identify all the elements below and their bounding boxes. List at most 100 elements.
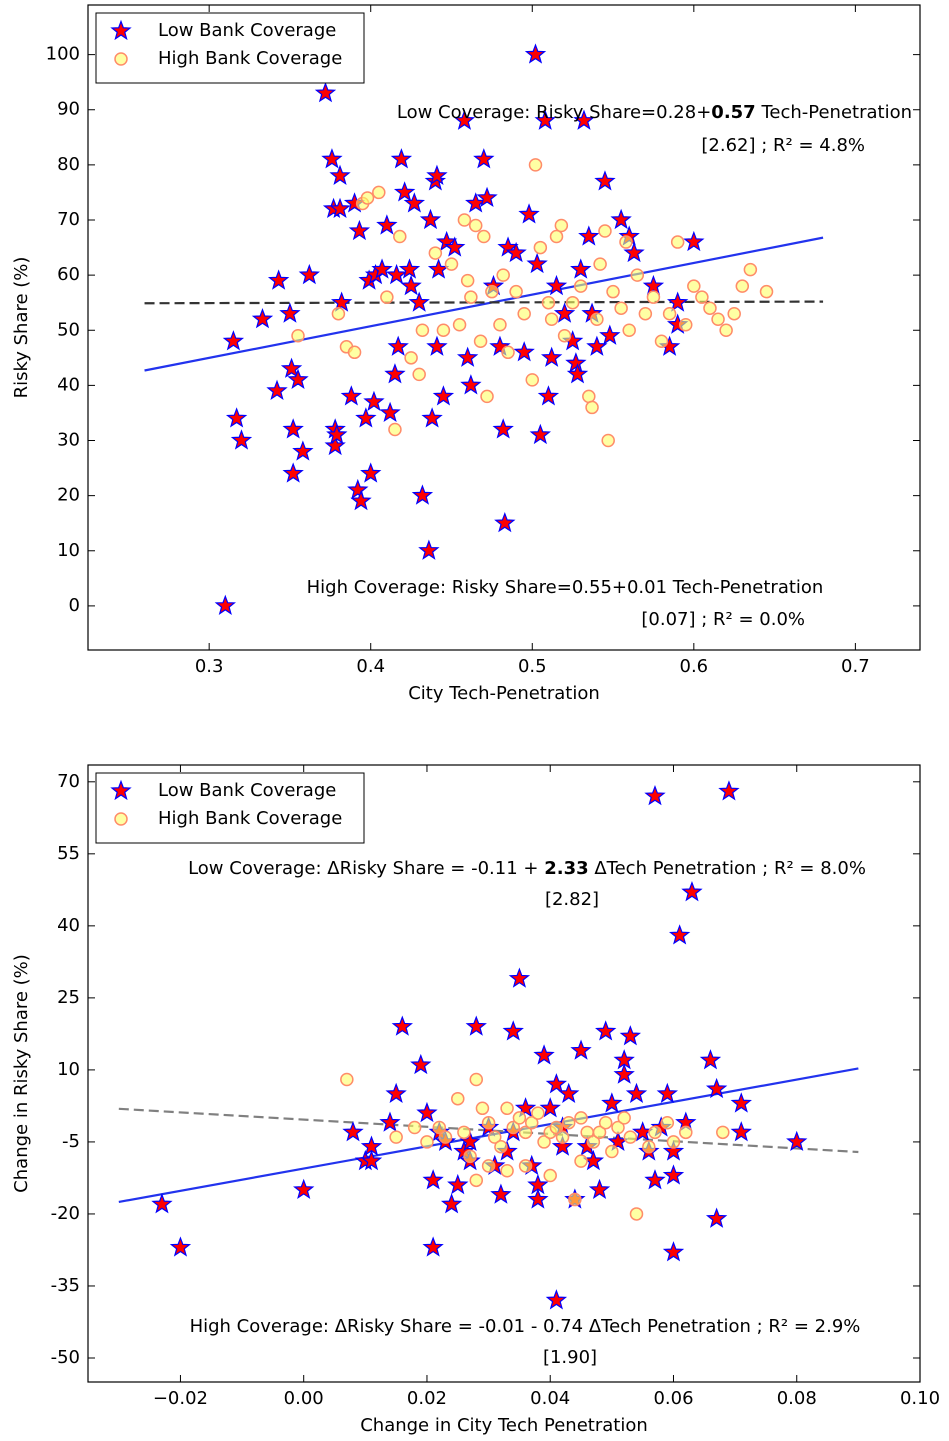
- y-axis-label: Change in Risky Share (%): [11, 954, 32, 1193]
- star-point: [298, 263, 320, 285]
- x-axis-label: Change in City Tech Penetration: [360, 1415, 648, 1436]
- star-point: [730, 1121, 752, 1142]
- x-tick-label: 0.4: [356, 656, 385, 677]
- legend-box: [95, 772, 365, 844]
- star-point: [385, 1082, 407, 1103]
- y-tick-label: 25: [57, 987, 80, 1008]
- plot-frame: [87, 4, 921, 651]
- y-tick-label: 10: [57, 1059, 80, 1080]
- legend-label: Low Bank Coverage: [158, 780, 336, 801]
- fit-line: [144, 236, 824, 372]
- circle-point: [561, 1115, 576, 1130]
- circle-point: [500, 1163, 514, 1178]
- circle-point: [565, 295, 580, 310]
- circle-point: [582, 389, 596, 404]
- star-point: [422, 1236, 444, 1257]
- circle-point: [372, 185, 386, 200]
- annotation-text: Low Coverage: ΔRisky Share = -0.11 +: [188, 858, 544, 879]
- y-tick-label: 70: [57, 209, 80, 230]
- annotation-text: Low Coverage: Risky Share=0.28+: [397, 102, 711, 123]
- star-point: [376, 214, 398, 235]
- star-point: [699, 1049, 722, 1070]
- y-tick-label: 80: [57, 154, 80, 175]
- star-point: [514, 1097, 537, 1118]
- circle-point: [477, 229, 491, 244]
- circle-point: [642, 1139, 656, 1154]
- y-tick-label: 50: [57, 319, 80, 340]
- star-point: [553, 302, 576, 323]
- star-point: [348, 219, 371, 241]
- plot-area: [144, 236, 824, 372]
- star-point: [623, 241, 645, 263]
- annotation-text: ΔTech Penetration ; R² = 8.0%: [589, 858, 866, 879]
- circle-point: [331, 306, 346, 321]
- annotation: High Coverage: Risky Share=0.55+0.01 Tec…: [307, 577, 824, 598]
- star-point: [151, 1193, 173, 1214]
- star-point: [570, 1039, 592, 1060]
- star-point: [662, 1140, 685, 1161]
- circle-point: [557, 329, 572, 343]
- circle-point: [629, 1207, 644, 1221]
- star-point: [473, 148, 495, 169]
- y-tick-label: 10: [57, 540, 80, 561]
- star-point: [282, 462, 304, 483]
- y-tick-label: 70: [57, 771, 80, 792]
- star-point: [410, 1053, 432, 1075]
- star-point: [169, 1236, 192, 1257]
- circle-point: [388, 422, 402, 437]
- circle-point: [528, 158, 543, 172]
- y-tick-label: 60: [57, 264, 80, 285]
- circle-point: [592, 1125, 607, 1140]
- circle-point: [360, 191, 375, 205]
- circle-point: [506, 1120, 520, 1135]
- star-point: [293, 1178, 315, 1200]
- star-point: [508, 967, 531, 988]
- circle-point: [537, 1135, 551, 1149]
- circle-point: [586, 1135, 601, 1149]
- circle-point: [555, 1130, 570, 1144]
- circle-point: [719, 323, 733, 338]
- plot-frame: [87, 764, 921, 1383]
- star-point: [668, 924, 691, 945]
- x-tick-label: 0.3: [195, 656, 224, 677]
- circle-point: [512, 1111, 527, 1125]
- circle-point: [475, 1101, 490, 1116]
- star-point: [578, 225, 600, 246]
- star-point: [321, 148, 343, 169]
- circle-point: [654, 334, 669, 349]
- circle-point: [549, 1120, 564, 1135]
- circle-point: [485, 284, 499, 299]
- circle-point: [525, 373, 540, 387]
- circle-point: [493, 317, 507, 332]
- star-point: [730, 1092, 752, 1113]
- annotation: Low Coverage: Risky Share=0.28+0.57 Tech…: [397, 102, 912, 123]
- circle-point: [340, 1072, 354, 1087]
- circle-point: [517, 306, 531, 321]
- star-point: [287, 368, 309, 389]
- circle-point: [678, 317, 693, 332]
- circle-point: [463, 1149, 477, 1164]
- circle-point: [541, 295, 556, 310]
- legend-marker: [110, 779, 132, 801]
- circle-point: [735, 279, 750, 293]
- circle-point: [389, 1130, 403, 1144]
- circle-point: [598, 224, 612, 238]
- star-point: [314, 81, 337, 103]
- star-point: [667, 291, 689, 312]
- circle-point: [630, 268, 645, 282]
- annotation-bold: 0.57: [711, 102, 755, 123]
- circle-point: [464, 290, 478, 304]
- y-tick-label: -50: [51, 1347, 80, 1368]
- circle-point: [468, 218, 483, 233]
- circle-point: [544, 312, 559, 326]
- annotation: Low Coverage: ΔRisky Share = -0.11 + 2.3…: [188, 858, 866, 879]
- star-point: [505, 241, 527, 263]
- star-point: [545, 274, 568, 296]
- star-point: [705, 1077, 728, 1099]
- star-point: [565, 352, 587, 373]
- x-tick-label: −0.02: [153, 1388, 208, 1409]
- star-point: [329, 164, 351, 185]
- circle-point: [457, 213, 472, 227]
- y-tick-label: 20: [57, 485, 80, 506]
- star-point: [540, 346, 563, 367]
